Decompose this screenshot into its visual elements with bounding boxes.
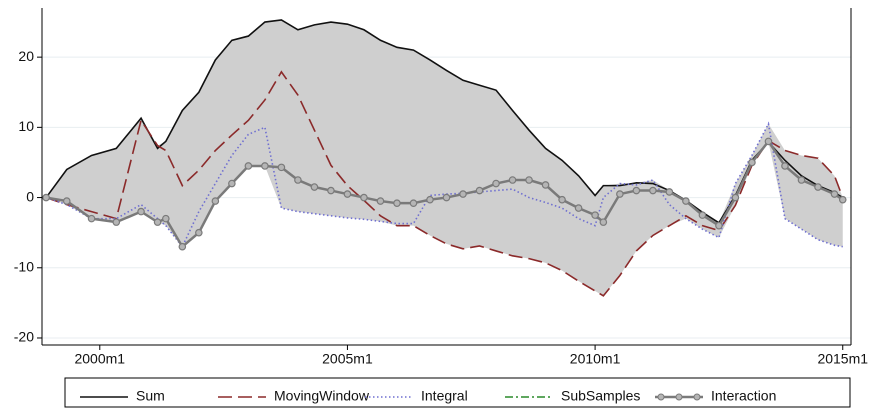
series-marker [294,176,302,184]
series-marker [632,186,641,195]
series-marker [525,176,533,184]
series-marker [558,195,566,204]
legend-label: Integral [421,388,468,404]
series-marker [698,211,707,219]
series-marker [162,214,170,223]
series-marker [211,197,220,205]
series-marker [360,193,368,202]
legend-label: Sum [136,388,165,404]
series-line [45,70,844,297]
series-marker [112,218,121,226]
x-tick-label: 2015m1 [817,351,868,367]
series-marker [508,176,517,184]
series-marker [715,221,723,230]
series-marker [616,190,624,198]
series-marker [748,158,756,167]
series-marker [492,179,500,188]
series-marker [475,186,484,195]
series-marker [682,197,690,205]
legend-label: SubSamples [561,388,640,404]
series-marker [62,197,71,205]
y-tick-label: -20 [14,329,34,345]
series-marker [574,204,583,212]
y-tick-label: 0 [26,188,34,204]
series-marker [409,199,418,207]
legend-marker [657,393,665,401]
series-marker [731,193,740,202]
series-marker [393,199,401,207]
series-marker [838,195,847,204]
legend-box [64,377,851,408]
legend-label: MovingWindow [274,388,370,404]
series-marker [797,176,806,184]
series-marker [343,190,352,198]
series-marker [599,218,608,226]
series-marker [649,186,657,195]
x-tick-label: 2000m1 [74,351,125,367]
series-marker [261,162,269,170]
series-marker [541,181,550,189]
range-shading [46,19,843,296]
series-marker [459,190,467,198]
y-tick-label: 20 [18,48,34,64]
series-marker [764,137,773,146]
series-marker [277,163,286,172]
series-marker [42,193,50,202]
legend-marker [675,393,683,401]
series-marker [814,183,822,191]
legend: Sum MovingWindow Integral SubSamples Interac… [64,377,851,408]
series-marker [442,193,451,202]
series-marker [87,214,96,223]
x-tick-label: 2005m1 [322,351,373,367]
series-marker [310,183,319,191]
series-marker [426,195,434,204]
series-marker [244,162,253,170]
legend-marker [693,393,701,401]
series-marker [178,242,187,251]
series-marker [665,188,674,196]
series-marker [137,207,145,216]
series-marker [781,162,789,170]
y-tick-label: 10 [18,118,34,134]
series-marker [228,179,236,188]
series-marker [195,228,203,237]
series-marker [376,197,385,205]
series-marker [153,218,162,226]
series-marker [327,186,335,195]
series-marker [591,211,599,219]
legend-label: Interaction [711,388,776,404]
x-tick-label: 2010m1 [570,351,621,367]
series-marker [830,190,839,198]
y-tick-label: -10 [14,258,34,274]
